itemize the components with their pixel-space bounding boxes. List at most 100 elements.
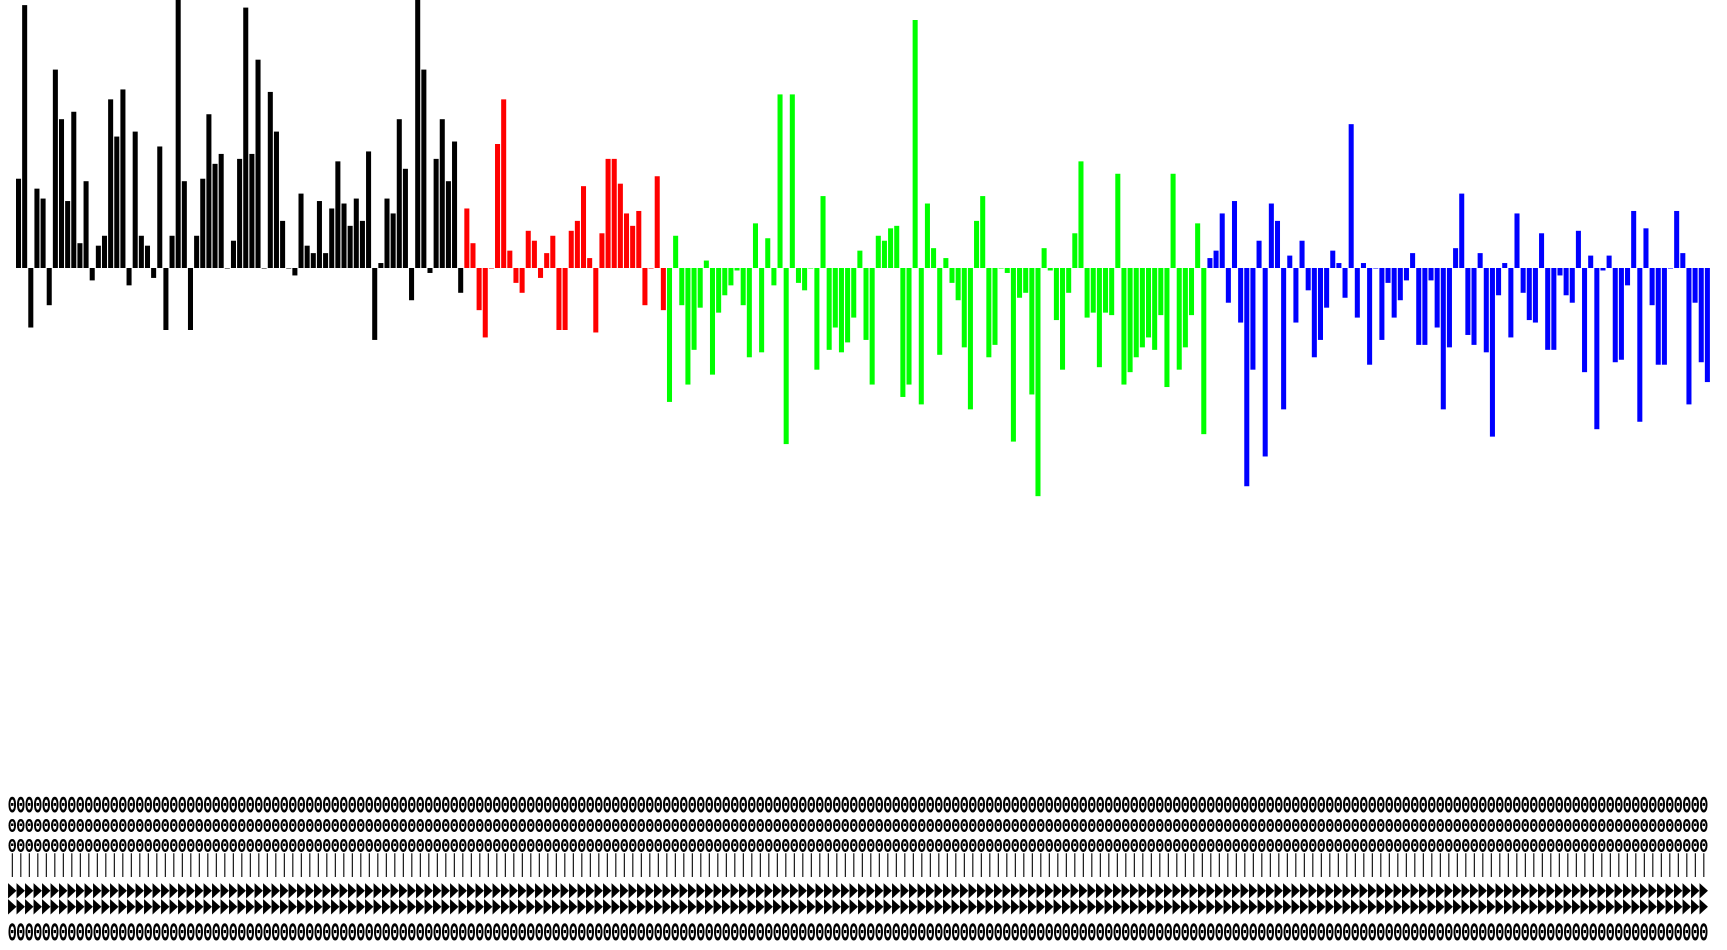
bar-series4-47 bbox=[1489, 268, 1495, 437]
bar-series2-26 bbox=[617, 183, 623, 268]
bar-series3-45 bbox=[937, 268, 943, 355]
bar-series1-44 bbox=[280, 220, 286, 268]
bar-series4-46 bbox=[1483, 268, 1489, 353]
bar-series3-44 bbox=[931, 248, 937, 268]
bar-series1-35 bbox=[224, 268, 230, 269]
bar-series1-69 bbox=[433, 158, 439, 268]
bar-series4-52 bbox=[1520, 268, 1526, 293]
bar-series4-29 bbox=[1379, 268, 1385, 340]
bar-series4-19 bbox=[1317, 268, 1323, 340]
bar-series1-45 bbox=[286, 268, 292, 269]
bar-series1-46 bbox=[292, 268, 298, 276]
bar-series4-72 bbox=[1643, 228, 1649, 268]
bar-series3-8 bbox=[709, 268, 716, 375]
bar-series4-43 bbox=[1465, 268, 1471, 335]
bar-series1-67 bbox=[421, 69, 427, 268]
bar-series3-37 bbox=[888, 228, 894, 268]
bar-series3-54 bbox=[992, 268, 998, 345]
bar-series4-31 bbox=[1391, 268, 1397, 318]
bar-series1-15 bbox=[101, 235, 108, 268]
bar-series3-38 bbox=[894, 225, 900, 268]
bar-series1-34 bbox=[218, 153, 224, 268]
bar-series4-57 bbox=[1551, 268, 1557, 350]
bar-series3-7 bbox=[703, 260, 709, 268]
bar-series4-63 bbox=[1588, 255, 1594, 268]
bar-series3-4 bbox=[685, 268, 691, 385]
bar-series4-56 bbox=[1545, 268, 1551, 350]
bar-series4-26 bbox=[1360, 263, 1366, 268]
bar-series1-16 bbox=[108, 99, 114, 268]
bar-series1-24 bbox=[157, 146, 163, 268]
bar-series4-55 bbox=[1539, 233, 1545, 268]
bar-series1-9 bbox=[65, 201, 71, 268]
bar-series3-78 bbox=[1139, 268, 1145, 348]
bar-series3-48 bbox=[955, 268, 961, 301]
bar-series4-17 bbox=[1305, 268, 1311, 291]
bar-series4-42 bbox=[1459, 193, 1465, 268]
bar-series4-14 bbox=[1287, 255, 1293, 268]
bar-series3-50 bbox=[967, 268, 973, 410]
bar-series1-47 bbox=[298, 193, 304, 268]
bar-series3-58 bbox=[1017, 268, 1023, 298]
bar-series1-43 bbox=[273, 131, 279, 268]
bar-series4-80 bbox=[1692, 268, 1698, 303]
bar-series2-27 bbox=[623, 213, 630, 268]
bar-series1-3 bbox=[28, 268, 34, 328]
bar-series4-50 bbox=[1508, 268, 1514, 338]
bar-series1-36 bbox=[230, 240, 236, 268]
bar-series4-81 bbox=[1698, 268, 1704, 363]
bar-series1-57 bbox=[359, 220, 365, 268]
bar-series2-31 bbox=[648, 268, 654, 269]
bar-series4-54 bbox=[1532, 268, 1538, 323]
bar-series4-32 bbox=[1397, 268, 1403, 301]
bar-series4-9 bbox=[1256, 240, 1262, 268]
bar-series1-14 bbox=[95, 245, 101, 268]
bar-series2-8 bbox=[507, 250, 513, 268]
bar-series3-68 bbox=[1078, 161, 1084, 268]
bar-series3-74 bbox=[1115, 173, 1121, 268]
bar-series3-17 bbox=[765, 238, 771, 268]
tick-label-band-row-4: ││││││││││││││││││││││││││││││││││││││││… bbox=[8, 853, 1708, 877]
bar-series2-20 bbox=[581, 186, 587, 268]
bar-series3-13 bbox=[740, 268, 746, 306]
bar-series1-72 bbox=[452, 141, 458, 268]
bar-series3-84 bbox=[1176, 268, 1182, 370]
bar-series4-20 bbox=[1324, 268, 1330, 308]
bar-series3-6 bbox=[697, 268, 703, 308]
bar-series3-57 bbox=[1010, 268, 1016, 442]
bar-series2-23 bbox=[599, 233, 605, 268]
bar-series4-1 bbox=[1207, 258, 1213, 268]
bar-series3-11 bbox=[728, 268, 734, 286]
bar-series1-6 bbox=[46, 268, 52, 306]
bar-series4-67 bbox=[1612, 268, 1618, 363]
bar-series4-76 bbox=[1668, 268, 1674, 269]
bar-series2-10 bbox=[519, 268, 525, 293]
bar-series1-71 bbox=[445, 181, 451, 268]
bar-series4-25 bbox=[1354, 268, 1360, 318]
bar-series4-27 bbox=[1367, 268, 1373, 365]
bar-series4-59 bbox=[1563, 268, 1569, 296]
bar-series2-25 bbox=[611, 158, 617, 268]
bar-series4-62 bbox=[1582, 268, 1588, 373]
bar-series4-35 bbox=[1416, 268, 1422, 345]
tick-label-band-row-5: ▶▶▶▶▶▶▶▶▶▶▶▶▶▶▶▶▶▶▶▶▶▶▶▶▶▶▶▶▶▶▶▶▶▶▶▶▶▶▶▶… bbox=[8, 877, 1708, 901]
bar-series3-79 bbox=[1146, 268, 1152, 338]
bar-series3-88 bbox=[1201, 268, 1207, 435]
bar-series3-23 bbox=[802, 268, 808, 291]
bar-series3-67 bbox=[1072, 233, 1078, 268]
bar-series4-8 bbox=[1250, 268, 1256, 370]
bar-series4-70 bbox=[1631, 210, 1637, 268]
bar-series4-45 bbox=[1477, 253, 1483, 268]
tick-label-band-row-6: ▶▶▶▶▶▶▶▶▶▶▶▶▶▶▶▶▶▶▶▶▶▶▶▶▶▶▶▶▶▶▶▶▶▶▶▶▶▶▶▶… bbox=[8, 893, 1708, 917]
bar-series4-33 bbox=[1403, 268, 1409, 281]
bar-series4-82 bbox=[1704, 268, 1710, 383]
bar-series3-42 bbox=[918, 268, 924, 405]
bar-series2-19 bbox=[574, 220, 580, 268]
bar-series3-26 bbox=[820, 196, 826, 268]
bar-series4-5 bbox=[1231, 201, 1238, 268]
tick-label-band-row-1: ΘΘΘΘΘΘΘΘΘΘΘΘΘΘΘΘΘΘΘΘΘΘΘΘΘΘΘΘΘΘΘΘΘΘΘΘΘΘΘΘ… bbox=[8, 793, 1708, 817]
tick-label-band: ΘΘΘΘΘΘΘΘΘΘΘΘΘΘΘΘΘΘΘΘΘΘΘΘΘΘΘΘΘΘΘΘΘΘΘΘΘΘΘΘ… bbox=[8, 793, 1708, 946]
bar-series3-69 bbox=[1084, 268, 1090, 318]
bar-series3-47 bbox=[949, 268, 955, 283]
